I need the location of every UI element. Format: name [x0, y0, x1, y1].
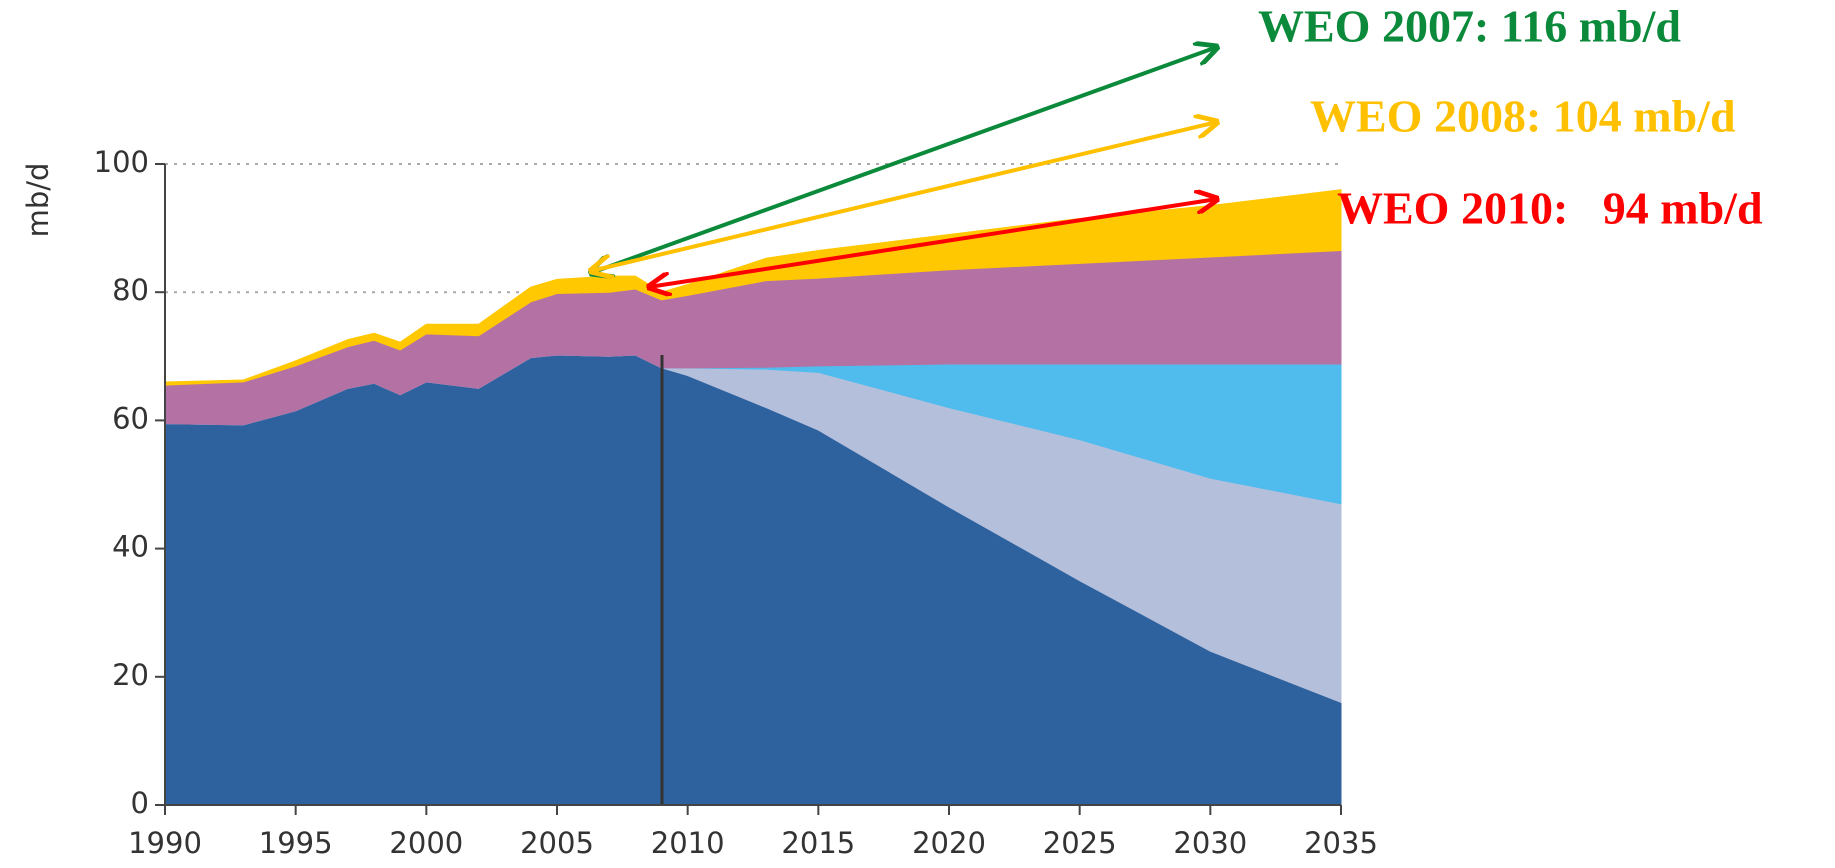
y-axis-label: mb/d	[21, 163, 55, 238]
y-tick-label: 60	[112, 401, 149, 435]
x-tick-label: 2035	[1304, 826, 1378, 860]
x-tick-label: 2005	[520, 826, 594, 860]
x-tick-label: 2030	[1173, 826, 1247, 860]
y-tick-label: 100	[94, 145, 149, 179]
annotation: WEO 2008: 104 mb/d	[1310, 91, 1736, 142]
x-tick-label: 2020	[912, 826, 986, 860]
areas	[164, 189, 1342, 806]
annotation: WEO 2007: 116 mb/d	[1258, 1, 1681, 52]
x-tick-label: 1995	[259, 826, 333, 860]
x-tick-label: 1990	[128, 826, 202, 860]
y-tick-label: 40	[112, 530, 149, 564]
x-tick-label: 2015	[781, 826, 855, 860]
x-tick-label: 2010	[651, 826, 725, 860]
x-tick-label: 2025	[1043, 826, 1117, 860]
y-tick-label: 80	[112, 273, 149, 307]
y-tick-label: 20	[112, 658, 149, 692]
y-tick-label: 0	[131, 786, 149, 820]
annotation: WEO 2010: 94 mb/d	[1337, 183, 1763, 234]
axes: 0 20 40 60 80 100 1990 1995 2000 2005 2010 2015 2020…	[94, 145, 1378, 860]
x-tick-label: 2000	[389, 826, 463, 860]
arrow	[649, 199, 1217, 287]
